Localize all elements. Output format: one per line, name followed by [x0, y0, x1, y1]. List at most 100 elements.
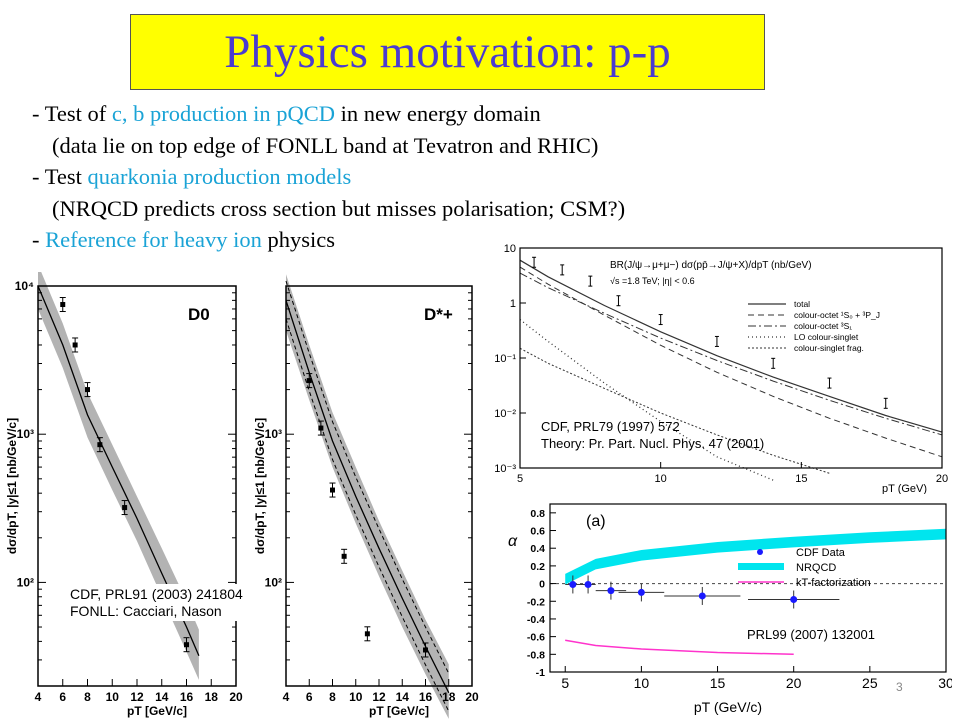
y-tick-label: 10⁻² — [494, 408, 516, 420]
x-tick-label: 6 — [306, 690, 313, 704]
y-tick-label: 0.6 — [530, 526, 545, 538]
data-point — [364, 631, 370, 637]
y-axis-label: α — [508, 533, 518, 550]
y-axis-label: dσ/dpT, |y|≤1 [nb/GeV/c] — [253, 418, 267, 554]
data-point — [637, 588, 645, 596]
chart-title: (a) — [586, 513, 606, 530]
fonll-upper-dashed — [285, 280, 450, 674]
data-point — [330, 487, 335, 493]
y-tick-label: -0.2 — [527, 596, 545, 608]
y-tick-label: 10⁻³ — [494, 463, 516, 475]
bullet-2-prefix: - Test — [32, 164, 88, 189]
title-box: Physics motivation: p-p — [130, 14, 765, 90]
bullet-1: - Test of c, b production in pQCD in new… — [32, 98, 625, 130]
slide-title: Physics motivation: p-p — [224, 26, 671, 78]
bullet-2-sub: (NRQCD predicts cross section but misses… — [52, 195, 626, 221]
y-tick-label: -0.4 — [527, 614, 545, 626]
bullet-3: - Reference for heavy ion physics — [32, 224, 625, 256]
bullet-1-suffix: in new energy domain — [334, 101, 541, 126]
y-tick-label: 10³ — [265, 427, 282, 441]
x-axis-label: pT [GeV/c] — [127, 704, 187, 718]
x-tick-label: 16 — [419, 690, 433, 704]
x-tick-label: 5 — [561, 675, 569, 691]
nrqcd-band — [565, 528, 946, 585]
x-tick-label: 4 — [283, 690, 290, 704]
x-tick-label: 20 — [936, 473, 948, 485]
polarisation-chart: 0.8 0.6 0.4 0.2 0 -0.2 -0.4 -0.6 -0.8 -1 5 10 15 20 25… — [508, 503, 952, 715]
x-tick-label: 10 — [634, 675, 650, 691]
x-tick-label: 14 — [155, 690, 169, 704]
legend-entry: kT-factorization — [796, 577, 871, 589]
legend-entry: LO colour-singlet — [794, 332, 859, 342]
data-point — [72, 342, 78, 348]
legend-entry: colour-octet ³S₁ — [794, 321, 852, 331]
theory-curve — [519, 259, 943, 433]
x-tick-label: 8 — [329, 690, 336, 704]
legend-swatch — [738, 563, 784, 570]
data-point — [318, 425, 324, 431]
y-tick-label: 10 — [504, 243, 516, 255]
y-tick-label: 10³ — [17, 427, 34, 441]
d0-chart: 10² 10³ 10⁴ 4 6 8 10 12 14 16 18 20 pT [GeV/c] dσ/dpT… — [5, 272, 243, 718]
d0-panel: 10² 10³ 10⁴ 4 6 8 10 12 14 16 18 20 pT [GeV/c] dσ/dpT… — [0, 272, 246, 720]
x-tick-label: 5 — [517, 473, 523, 485]
legend-entry: colour-singlet frag. — [794, 343, 864, 353]
data-point — [85, 387, 90, 393]
bullet-1-sub: (data lie on top edge of FONLL band at T… — [52, 132, 599, 158]
legend-swatch — [757, 549, 763, 555]
y-tick-label: 10⁻¹ — [494, 353, 516, 365]
x-tick-label: 10 — [106, 690, 120, 704]
y-axis-label: dσ/dpT, |y|≤1 [nb/GeV/c] — [5, 418, 19, 554]
x-tick-label: 6 — [59, 690, 66, 704]
data-point — [607, 587, 615, 595]
polarisation-panel: 0.8 0.6 0.4 0.2 0 -0.2 -0.4 -0.6 -0.8 -1 5 10 15 20 25… — [494, 496, 952, 720]
fonll-central-line — [285, 300, 450, 694]
bullet-3-highlight: Reference for heavy ion — [45, 227, 262, 252]
jpsi-chart: 10 1 10⁻¹ 10⁻² 10⁻³5 10 15 20 pT (GeV) BR(J/ψ→μ+μ… — [494, 243, 948, 494]
data-point — [341, 553, 347, 559]
chart-title: D0 — [188, 305, 210, 324]
x-axis-label: pT (GeV/c) — [694, 699, 762, 715]
x-tick-label: 30 — [938, 675, 952, 691]
legend-entry: colour-octet ¹S₀ + ³P_J — [794, 310, 880, 320]
x-tick-label: 10 — [349, 690, 363, 704]
data-point — [60, 302, 66, 308]
bullet-2: - Test quarkonia production models — [32, 161, 625, 193]
y-tick-label: -1 — [536, 667, 545, 679]
data-point — [698, 592, 706, 600]
dstar-chart: 10² 10³ 4 6 8 10 12 14 16 18 20 pT [GeV/c] dσ/dpT, |… — [253, 274, 479, 719]
plot-frame — [285, 285, 473, 687]
y-tick-label: 0.4 — [530, 543, 545, 555]
data-point — [423, 647, 428, 653]
bullet-1-highlight: c, b production in pQCD — [111, 101, 335, 126]
chart-title: BR(J/ψ→μ+μ−) dσ(pp̄→J/ψ+X)/dpT (nb/GeV) — [610, 260, 812, 271]
y-tick-label: -0.6 — [527, 632, 545, 644]
theory-curve — [519, 272, 943, 436]
x-tick-label: 12 — [372, 690, 386, 704]
chart-title: D*+ — [424, 305, 453, 324]
bullet-1-prefix: - Test of — [32, 101, 112, 126]
x-tick-label: 20 — [229, 690, 243, 704]
fonll-band — [286, 274, 449, 719]
jpsi-caption-line-2: Theory: Pr. Part. Nucl. Phys. 47 (2001) — [541, 436, 765, 451]
x-axis-label: pT (GeV) — [882, 483, 927, 494]
data-point — [122, 505, 128, 511]
x-tick-label: 20 — [465, 690, 479, 704]
d-meson-caption: CDF, PRL91 (2003) 241804 FONLL: Cacciari… — [70, 584, 247, 621]
x-tick-label: 10 — [655, 473, 667, 485]
plot-frame — [549, 503, 947, 673]
jpsi-caption: CDF, PRL79 (1997) 572 Theory: Pr. Part. … — [541, 418, 764, 452]
x-tick-label: 14 — [396, 690, 410, 704]
legend-entry: CDF Data — [796, 547, 846, 559]
x-tick-label: 18 — [205, 690, 219, 704]
data-point — [97, 442, 103, 448]
jpsi-caption-line-1: CDF, PRL79 (1997) 572 — [541, 419, 680, 434]
x-tick-label: 4 — [35, 690, 42, 704]
y-tick-label: 0 — [539, 579, 545, 591]
y-tick-label: 10² — [265, 575, 282, 589]
bullet-list: - Test of c, b production in pQCD in new… — [32, 98, 625, 256]
y-tick-label: 10² — [17, 575, 34, 589]
x-tick-label: 12 — [130, 690, 144, 704]
data-point — [569, 580, 577, 588]
bullet-3-prefix: - — [32, 227, 46, 252]
